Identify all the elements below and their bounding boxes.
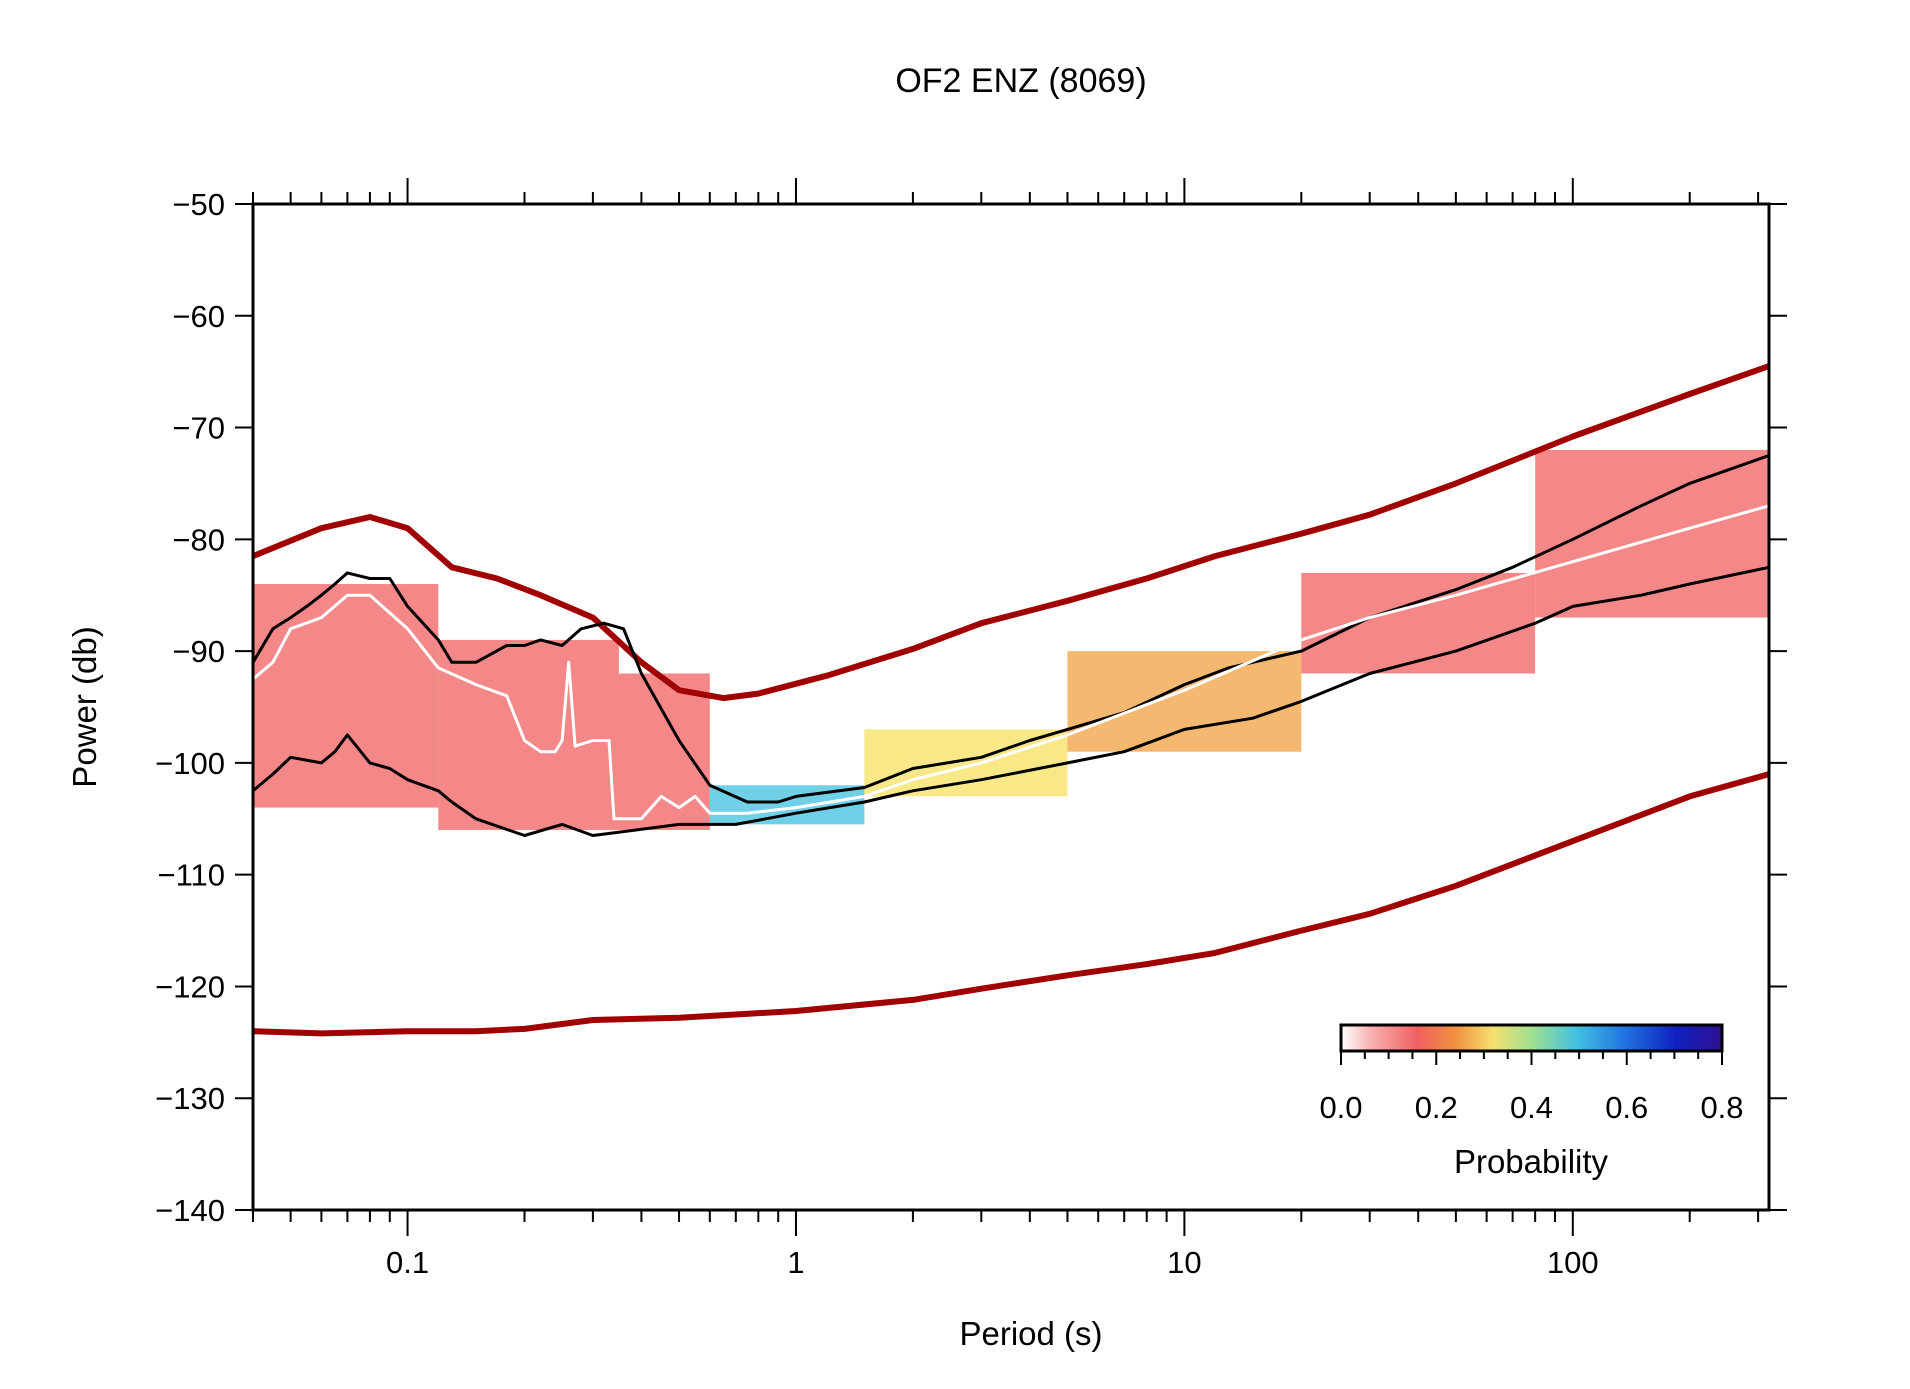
density-cell-7 <box>1535 449 1769 618</box>
density-cell-5 <box>1067 651 1302 752</box>
x-axis-label: Period (s) <box>959 1315 1102 1352</box>
density-cell-6 <box>1301 572 1536 674</box>
colorbar-tick-label: 0.6 <box>1605 1090 1648 1125</box>
x-axis-ticks: 0.1 1 10 100 <box>252 178 1760 1280</box>
colorbar-ticks: 0.0 0.2 0.4 0.6 0.8 <box>1319 1051 1744 1125</box>
y-tick-label: −140 <box>155 1193 225 1228</box>
colorbar-gradient <box>1339 1023 1724 1053</box>
y-tick-label: −50 <box>172 187 225 222</box>
y-tick-label: −120 <box>155 969 225 1004</box>
colorbar-tick-label: 0.0 <box>1319 1090 1362 1125</box>
y-tick-label: −100 <box>155 746 225 781</box>
x-tick-label: 100 <box>1547 1245 1599 1280</box>
x-tick-label: 1 <box>787 1245 804 1280</box>
new-high-noise-model-line <box>253 363 1769 702</box>
upper-percentile-line <box>253 454 1769 804</box>
chart-title: OF2 ENZ (8069) <box>895 62 1146 100</box>
colorbar-tick-label: 0.4 <box>1510 1090 1553 1125</box>
plot-frame <box>251 202 1771 1212</box>
y-tick-label: −90 <box>172 634 225 669</box>
colorbar-label: Probability <box>1454 1143 1609 1180</box>
density-cell-1 <box>438 639 619 830</box>
y-tick-label: −70 <box>172 411 225 446</box>
density-cell-2 <box>618 673 710 830</box>
mode-line <box>253 504 1769 821</box>
density-cell-0 <box>253 584 439 808</box>
series-layer <box>253 363 1769 1037</box>
y-tick-label: −80 <box>172 522 225 557</box>
new-low-noise-model-line <box>253 771 1769 1037</box>
y-tick-label: −60 <box>172 299 225 334</box>
y-tick-label: −110 <box>157 858 225 893</box>
y-axis-ticks: −50 −60 −70 −80 −90 −100 −110 −120 −130 −140 <box>155 187 1787 1228</box>
x-tick-label: 0.1 <box>386 1245 429 1280</box>
lower-percentile-line <box>253 565 1769 837</box>
y-axis-label: Power (db) <box>66 626 103 787</box>
colorbar-tick-label: 0.8 <box>1700 1090 1743 1125</box>
colorbar: 0.0 0.2 0.4 0.6 0.8 Probability <box>1319 1023 1744 1180</box>
colorbar-tick-label: 0.2 <box>1415 1090 1458 1125</box>
x-tick-label: 10 <box>1167 1245 1201 1280</box>
y-tick-label: −130 <box>155 1081 225 1116</box>
